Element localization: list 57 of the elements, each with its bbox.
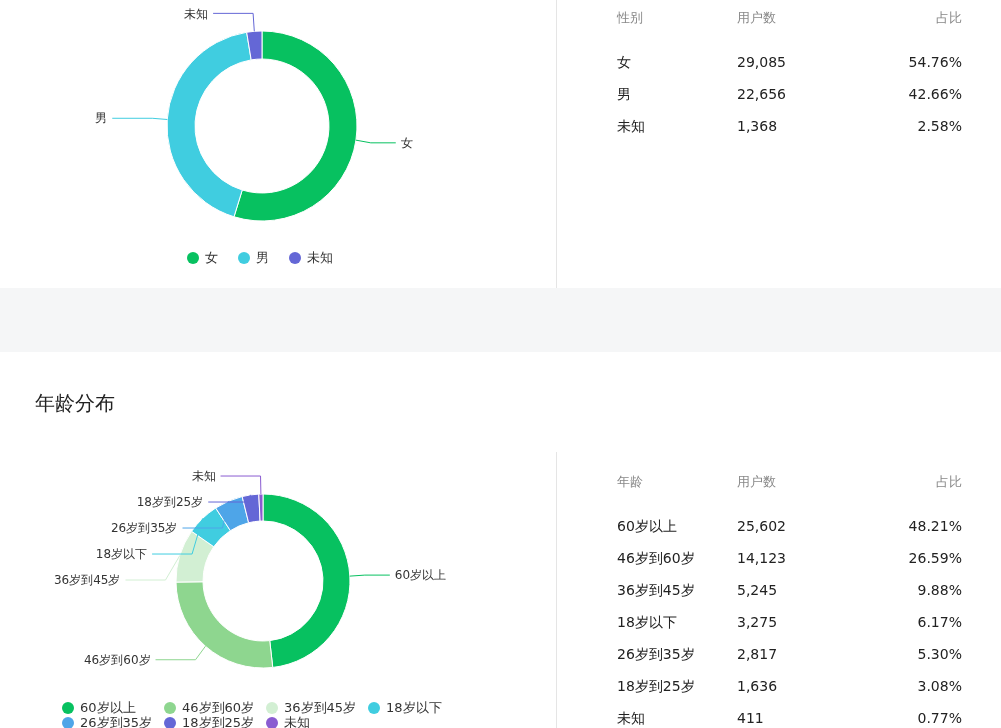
category-label: 未知 — [617, 709, 645, 726]
slice-label: 未知 — [191, 469, 216, 484]
slice-label: 女 — [400, 136, 413, 151]
slice-label: 未知 — [184, 6, 209, 21]
category-label: 男 — [617, 85, 631, 102]
series-label: 用户数 — [737, 473, 776, 489]
data-label: 2,817 — [737, 645, 778, 662]
slice-label: 18岁以下 — [95, 547, 148, 562]
category-label: 18岁以下 — [617, 613, 677, 630]
slice-label: 26岁到35岁 — [110, 521, 178, 536]
data-label: 3,275 — [737, 613, 778, 630]
data-label: 0.77% — [917, 709, 962, 726]
category-label: 36岁到45岁 — [617, 581, 695, 598]
category-label: 46岁到60岁 — [617, 549, 695, 566]
slice-label: 60岁以上 — [394, 568, 447, 583]
legend-label: 未知 — [307, 248, 333, 267]
text: 占比 — [936, 473, 962, 489]
series-label: 用户数 — [737, 9, 776, 25]
data-label: 25,602 — [737, 517, 786, 534]
slice-label: 36岁到45岁 — [53, 573, 121, 588]
legend-label: 26岁到35岁 — [80, 714, 153, 728]
data-label: 411 — [737, 709, 764, 726]
legend-label: 女 — [205, 248, 218, 267]
text: 年龄 — [617, 473, 643, 489]
legend-label: 46岁到60岁 — [182, 698, 255, 716]
slice-label: 男 — [95, 111, 108, 126]
legend-label: 18岁到25岁 — [182, 714, 255, 728]
data-label: 6.17% — [917, 613, 962, 630]
category-label: 60岁以上 — [617, 517, 677, 534]
category-label: 26岁到35岁 — [617, 645, 695, 662]
chart-title: 年龄分布 — [35, 391, 115, 415]
legend-label: 60岁以上 — [80, 698, 136, 716]
legend-label: 男 — [256, 248, 269, 267]
data-label: 14,123 — [737, 549, 786, 566]
data-label: 26.59% — [908, 549, 962, 566]
data-label: 5.30% — [917, 645, 962, 662]
data-label: 1,368 — [737, 117, 778, 134]
text: 占比 — [936, 9, 962, 25]
category-label: 18岁到25岁 — [617, 677, 695, 694]
data-label: 22,656 — [737, 85, 787, 102]
data-label: 1,636 — [737, 677, 778, 694]
legend-label: 未知 — [284, 714, 310, 728]
legend-label: 18岁以下 — [386, 698, 442, 717]
text: 性别 — [616, 9, 643, 25]
data-label: 5,245 — [737, 581, 778, 598]
data-label: 2.58% — [917, 117, 962, 134]
data-label: 42.66% — [908, 85, 962, 102]
data-label: 48.21% — [908, 517, 962, 534]
slice-label: 46岁到60岁 — [83, 652, 151, 667]
category-label: 女 — [617, 53, 631, 70]
data-label: 9.88% — [917, 581, 962, 598]
slice-label: 18岁到25岁 — [136, 495, 204, 510]
legend-label: 36岁到45岁 — [284, 698, 357, 716]
category-label: 未知 — [617, 117, 645, 134]
data-label: 3.08% — [917, 677, 962, 694]
data-label: 29,085 — [737, 53, 786, 70]
data-label: 54.76% — [908, 53, 962, 70]
